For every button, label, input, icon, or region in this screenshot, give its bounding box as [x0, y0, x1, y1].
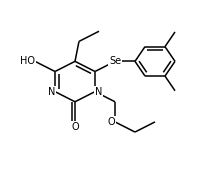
Text: HO: HO: [20, 56, 35, 66]
Text: N: N: [48, 87, 55, 97]
Text: N: N: [95, 87, 102, 97]
Text: O: O: [107, 117, 115, 127]
Text: Se: Se: [109, 56, 121, 66]
Text: O: O: [71, 122, 79, 132]
